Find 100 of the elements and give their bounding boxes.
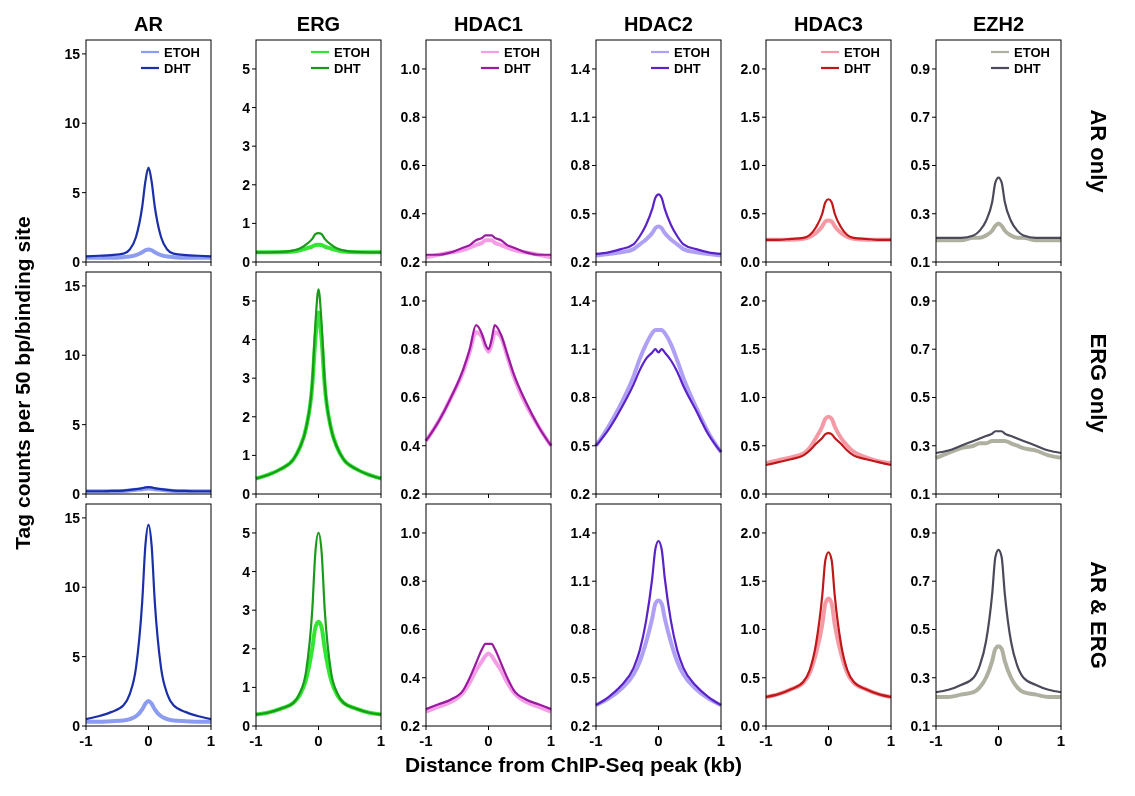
y-tick-label: 1 xyxy=(242,215,251,232)
y-tick-label: 2.0 xyxy=(740,292,761,309)
y-tick-label: 15 xyxy=(64,45,81,62)
y-tick-label: 10 xyxy=(64,347,81,364)
y-tick-label: 1.1 xyxy=(570,573,591,590)
y-tick-label: 0.5 xyxy=(570,437,591,454)
y-tick-label: 2 xyxy=(242,176,251,193)
x-tick-label: 0 xyxy=(824,732,833,749)
y-tick-label: 1.4 xyxy=(570,292,591,309)
y-tick-label: 1.1 xyxy=(570,341,591,358)
x-tick-label: 1 xyxy=(716,732,726,749)
y-tick-label: 1.0 xyxy=(400,524,421,541)
legend-label: ETOH xyxy=(1014,44,1050,60)
y-axis-title: Tag counts per 50 bp/binding site xyxy=(11,216,34,550)
y-tick-label: 1.5 xyxy=(740,573,761,590)
y-tick-label: 0.5 xyxy=(740,205,761,222)
y-tick-label: 0.0 xyxy=(740,718,761,734)
y-tick-label: 5 xyxy=(72,184,81,201)
y-tick-label: 0.2 xyxy=(400,718,421,734)
legend-label: DHT xyxy=(164,60,191,76)
y-tick-label: 1 xyxy=(242,447,251,464)
legend-label: DHT xyxy=(844,60,871,76)
y-tick-label: 1.5 xyxy=(740,341,761,358)
y-tick-label: 0.5 xyxy=(740,669,761,686)
y-tick-label: 1.0 xyxy=(740,157,761,174)
y-tick-label: 0.2 xyxy=(400,486,421,502)
x-tick-label: 1 xyxy=(376,732,386,749)
y-tick-label: 15 xyxy=(64,509,81,526)
y-tick-label: 0.0 xyxy=(740,254,761,270)
y-tick-label: 0.3 xyxy=(910,669,931,686)
y-tick-label: 0.2 xyxy=(570,718,591,734)
legend-label: DHT xyxy=(1014,60,1041,76)
x-tick-label: 0 xyxy=(314,732,323,749)
y-tick-label: 0.7 xyxy=(910,573,931,590)
x-tick-label: 0 xyxy=(654,732,663,749)
y-tick-label: 0.6 xyxy=(400,389,421,406)
y-tick-label: 5 xyxy=(242,524,251,541)
x-tick-label: -1 xyxy=(759,732,773,749)
y-tick-label: 1.0 xyxy=(740,621,761,638)
y-tick-label: 0.5 xyxy=(910,157,931,174)
x-tick-label: 1 xyxy=(546,732,556,749)
chart-title: HDAC2 xyxy=(624,13,693,35)
y-tick-label: 1.0 xyxy=(400,292,421,309)
y-tick-label: 2 xyxy=(242,408,251,425)
chart-title: HDAC3 xyxy=(794,13,863,35)
y-tick-label: 0.8 xyxy=(400,109,421,126)
x-tick-label: -1 xyxy=(419,732,433,749)
legend-label: ETOH xyxy=(164,44,200,60)
x-tick-label: -1 xyxy=(79,732,93,749)
y-tick-label: 2.0 xyxy=(740,60,761,77)
x-tick-label: 1 xyxy=(886,732,896,749)
y-tick-label: 10 xyxy=(64,579,81,596)
y-tick-label: 0.9 xyxy=(910,524,931,541)
y-tick-label: 0.5 xyxy=(570,669,591,686)
x-tick-label: -1 xyxy=(929,732,943,749)
x-tick-label: 0 xyxy=(994,732,1003,749)
chart-title: AR xyxy=(134,13,164,35)
y-tick-label: 1.4 xyxy=(570,524,591,541)
y-tick-label: 0.4 xyxy=(400,669,421,686)
y-tick-label: 1.4 xyxy=(570,60,591,77)
y-tick-label: 1.0 xyxy=(400,60,421,77)
y-tick-label: 0.8 xyxy=(400,341,421,358)
chart-title: EZH2 xyxy=(972,13,1025,35)
y-tick-label: 0.8 xyxy=(400,573,421,590)
legend-label: ETOH xyxy=(844,44,880,60)
y-tick-label: 0.1 xyxy=(910,486,931,502)
x-tick-label: 1 xyxy=(1056,732,1066,749)
y-tick-label: 1 xyxy=(242,679,251,696)
y-tick-label: 0.8 xyxy=(570,621,591,638)
y-tick-label: 0.1 xyxy=(910,718,931,734)
text: AR & ERG xyxy=(1086,561,1111,669)
y-tick-label: 0.5 xyxy=(740,437,761,454)
y-tick-label: 0.5 xyxy=(570,205,591,222)
y-tick-label: 2.0 xyxy=(740,524,761,541)
y-tick-label: 0.5 xyxy=(910,621,931,638)
y-tick-label: 3 xyxy=(242,602,251,619)
legend-label: ETOH xyxy=(504,44,540,60)
legend-label: ETOH xyxy=(674,44,710,60)
y-tick-label: 3 xyxy=(242,138,251,155)
y-tick-label: 0.7 xyxy=(910,341,931,358)
y-tick-label: 2 xyxy=(242,640,251,657)
x-tick-label: 0 xyxy=(484,732,493,749)
legend-label: ETOH xyxy=(334,44,370,60)
legend-label: DHT xyxy=(504,60,531,76)
y-tick-label: 0.6 xyxy=(400,157,421,174)
y-tick-label: 0.3 xyxy=(910,205,931,222)
y-tick-label: 4 xyxy=(242,99,251,116)
y-tick-label: 0.8 xyxy=(570,157,591,174)
legend-label: DHT xyxy=(334,60,361,76)
y-tick-label: 0 xyxy=(242,254,251,270)
y-tick-label: 0.8 xyxy=(570,389,591,406)
y-tick-label: 0.5 xyxy=(910,389,931,406)
y-tick-label: 0.4 xyxy=(400,437,421,454)
x-tick-label: 0 xyxy=(144,732,153,749)
y-tick-label: 0 xyxy=(242,486,251,502)
y-tick-label: 0 xyxy=(72,486,81,502)
y-tick-label: 0 xyxy=(72,254,81,270)
y-tick-label: 1.5 xyxy=(740,109,761,126)
y-tick-label: 3 xyxy=(242,370,251,387)
y-tick-label: 0 xyxy=(242,718,251,734)
